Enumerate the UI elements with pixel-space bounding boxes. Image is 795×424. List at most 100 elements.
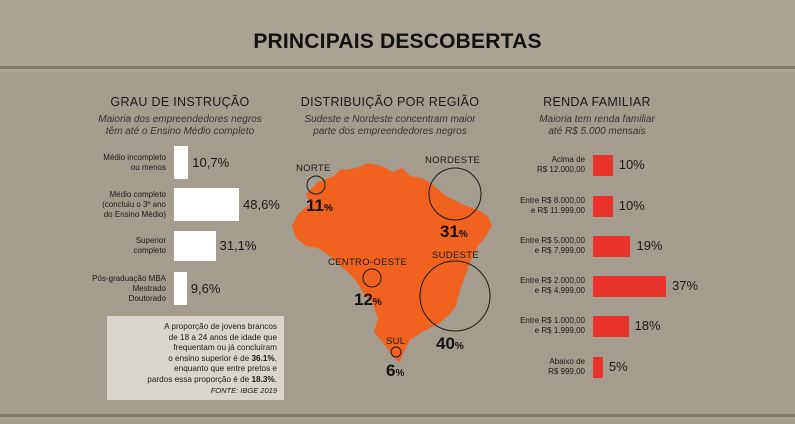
income-bar bbox=[593, 154, 613, 176]
income-category-line: R$ 999,00 bbox=[548, 367, 585, 376]
education-value-label: 48,6% bbox=[243, 196, 280, 212]
region-unit: % bbox=[454, 341, 464, 352]
income-category-label: Acima de R$ 12.000,00 bbox=[497, 155, 585, 175]
income-subtitle: Maioria tem renda familiar até R$ 5.000 … bbox=[477, 114, 717, 138]
region-pct-sul: 6% bbox=[386, 361, 404, 381]
page-title: PRINCIPAIS DESCOBERTAS bbox=[253, 30, 542, 53]
education-category-line: Mestrado bbox=[132, 283, 166, 293]
note-punct: . bbox=[274, 374, 277, 384]
region-value: 6 bbox=[386, 361, 396, 380]
income-category-label: Entre R$ 8.000,00 e R$ 11.999,00 bbox=[497, 196, 585, 216]
education-category-label: Pós-graduação MBA Mestrado Doutorado bbox=[8, 274, 166, 304]
region-name-sul: SUL bbox=[386, 336, 406, 347]
region-value: 11 bbox=[306, 196, 324, 215]
education-category-line: Pós-graduação MBA bbox=[92, 273, 166, 283]
region-unit: % bbox=[458, 229, 468, 240]
note-line: A proporção de jovens brancos bbox=[164, 322, 277, 331]
region-subtitle: Sudeste e Nordeste concentram maior part… bbox=[270, 114, 510, 138]
income-category-line: Entre R$ 2.000,00 bbox=[520, 276, 585, 285]
region-unit: % bbox=[372, 297, 382, 308]
note-punct: , bbox=[274, 353, 277, 363]
region-name-nordeste: NORDESTE bbox=[425, 155, 481, 166]
region-subtitle-line: parte dos empreendedores negros bbox=[313, 126, 467, 137]
region-pct-nordeste: 31% bbox=[440, 222, 468, 242]
education-category-line: ou menos bbox=[130, 162, 166, 172]
income-category-line: Entre R$ 5.000,00 bbox=[520, 236, 585, 245]
header-band bbox=[0, 0, 795, 72]
education-category-label: Médio completo (concluiu o 3º ano do Ensin… bbox=[8, 190, 166, 220]
note-line: enquanto que entre pretos e bbox=[174, 364, 277, 374]
income-value-label: 18% bbox=[634, 318, 661, 333]
income-value-label: 10% bbox=[618, 198, 645, 213]
income-category-label: Entre R$ 5.000,00 e R$ 7.999,00 bbox=[497, 236, 585, 256]
education-value-label: 9,6% bbox=[190, 280, 221, 296]
education-category-label: Médio incompleto ou menos bbox=[8, 153, 166, 173]
income-value-label: 10% bbox=[618, 157, 645, 172]
income-category-label: Abaixo de R$ 999,00 bbox=[497, 357, 585, 377]
note-line: de 18 a 24 anos de idade que bbox=[168, 332, 277, 342]
income-category-line: Abaixo de bbox=[549, 357, 585, 366]
note-line: o ensino superior é de bbox=[168, 353, 252, 363]
education-category-line: (concluiu o 3º ano bbox=[102, 199, 166, 209]
nordeste-bubble bbox=[428, 167, 482, 221]
region-unit: % bbox=[323, 203, 333, 214]
education-category-line: Médio completo bbox=[109, 189, 166, 199]
income-subtitle-line: Maioria tem renda familiar bbox=[539, 114, 655, 125]
income-bar bbox=[593, 195, 613, 217]
footer-divider bbox=[0, 414, 795, 417]
education-subtitle-line: Maioria dos empreendedores negros bbox=[98, 114, 262, 125]
income-subtitle-line: até R$ 5.000 mensais bbox=[548, 126, 646, 137]
region-pct-sudeste: 40% bbox=[436, 334, 464, 354]
region-title: DISTRIBUIÇÃO POR REGIÃO bbox=[300, 95, 480, 109]
education-bar bbox=[174, 272, 187, 305]
income-category-line: R$ 12.000,00 bbox=[536, 165, 585, 174]
note-box: A proporção de jovens brancos de 18 a 24… bbox=[107, 316, 284, 400]
header-divider bbox=[0, 66, 795, 69]
region-name-sudeste: SUDESTE bbox=[432, 250, 479, 261]
brazil-shape bbox=[292, 163, 492, 362]
education-bar bbox=[174, 231, 216, 261]
region-name-norte: NORTE bbox=[296, 163, 331, 174]
sudeste-bubble bbox=[419, 260, 491, 332]
income-bar bbox=[593, 235, 631, 257]
education-category-line: Doutorado bbox=[128, 293, 166, 303]
note-text: A proporção de jovens brancos de 18 a 24… bbox=[111, 322, 277, 396]
income-category-line: e R$ 1.999,00 bbox=[534, 326, 585, 335]
note-source: FONTE: IBGE 2019 bbox=[210, 385, 277, 395]
region-pct-centro-oeste: 12% bbox=[354, 290, 382, 310]
note-highlight: 18.3% bbox=[251, 374, 275, 384]
income-category-label: Entre R$ 2.000,00 e R$ 4.999,00 bbox=[497, 276, 585, 296]
income-category-line: Entre R$ 1.000,00 bbox=[520, 316, 585, 325]
region-name-centro-oeste: CENTRO-OESTE bbox=[328, 257, 408, 268]
education-category-line: do Ensino Médio) bbox=[103, 209, 166, 219]
centro-oeste-bubble bbox=[362, 268, 382, 288]
note-line: pardos essa proporção é de bbox=[147, 374, 252, 384]
region-value: 31 bbox=[440, 222, 459, 241]
education-subtitle: Maioria dos empreendedores negros têm at… bbox=[60, 114, 300, 138]
sul-bubble bbox=[390, 346, 402, 358]
education-value-label: 10,7% bbox=[192, 154, 230, 170]
education-bar bbox=[174, 146, 189, 179]
income-value-label: 37% bbox=[672, 278, 699, 293]
education-category-line: completo bbox=[133, 246, 166, 255]
region-pct-norte: 11% bbox=[306, 196, 333, 216]
income-value-label: 19% bbox=[636, 238, 663, 253]
income-category-line: Entre R$ 8.000,00 bbox=[520, 196, 585, 205]
income-category-label: Entre R$ 1.000,00 e R$ 1.999,00 bbox=[497, 316, 585, 336]
education-category-line: Médio incompleto bbox=[103, 152, 166, 162]
region-value: 12 bbox=[354, 290, 373, 309]
education-value-label: 31,1% bbox=[219, 238, 257, 253]
education-bar bbox=[174, 188, 239, 221]
income-value-label: 5% bbox=[608, 359, 628, 374]
income-category-line: e R$ 4.999,00 bbox=[534, 286, 585, 295]
region-unit: % bbox=[395, 368, 405, 379]
norte-bubble bbox=[306, 175, 326, 195]
income-bar bbox=[593, 275, 666, 297]
region-subtitle-line: Sudeste e Nordeste concentram maior bbox=[304, 114, 476, 125]
income-bar bbox=[593, 315, 629, 337]
education-category-label: Superior completo bbox=[8, 236, 166, 256]
education-title: GRAU DE INSTRUÇÃO bbox=[110, 95, 250, 109]
region-value: 40 bbox=[436, 334, 455, 353]
income-title: RENDA FAMILIAR bbox=[543, 95, 651, 109]
